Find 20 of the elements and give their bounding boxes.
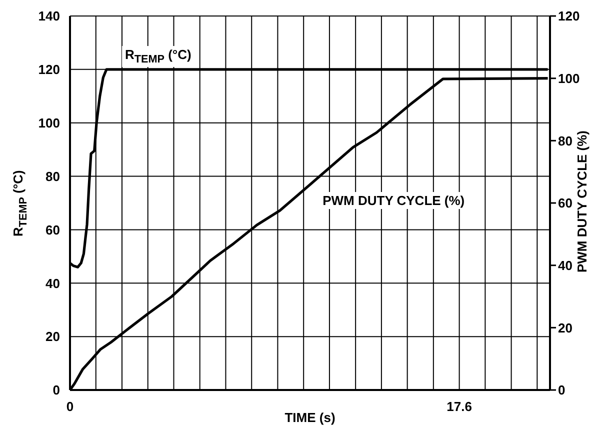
y2-tick-label: 80	[558, 133, 572, 148]
y-tick-label: 120	[38, 62, 60, 78]
y-tick-label: 40	[46, 276, 60, 291]
y2-tick-label: 20	[558, 320, 572, 336]
y-tick-label: 100	[38, 115, 60, 130]
y2-tick-label: 60	[558, 196, 572, 211]
y2-tick-label: 120	[558, 8, 580, 24]
y-tick-label: 60	[46, 222, 60, 238]
series-label: PWM DUTY CYCLE (%)	[320, 192, 468, 209]
y2-tick-label: 0	[558, 382, 566, 398]
y2-tick-label: 40	[558, 258, 572, 273]
y2-tick-label: 100	[558, 70, 580, 86]
y2-axis-title: PWM DUTY CYCLE (%)	[574, 129, 590, 275]
x-axis-title: TIME (s)	[284, 410, 336, 425]
y-tick-label: 0	[52, 382, 60, 398]
y-tick-label: 140	[38, 8, 60, 24]
y-tick-label: 20	[46, 329, 60, 344]
x-tick-label: 17.6	[446, 399, 472, 414]
y-tick-label: 80	[46, 168, 60, 184]
series-label: R$_{TEMP}$ (°C)	[122, 46, 194, 66]
